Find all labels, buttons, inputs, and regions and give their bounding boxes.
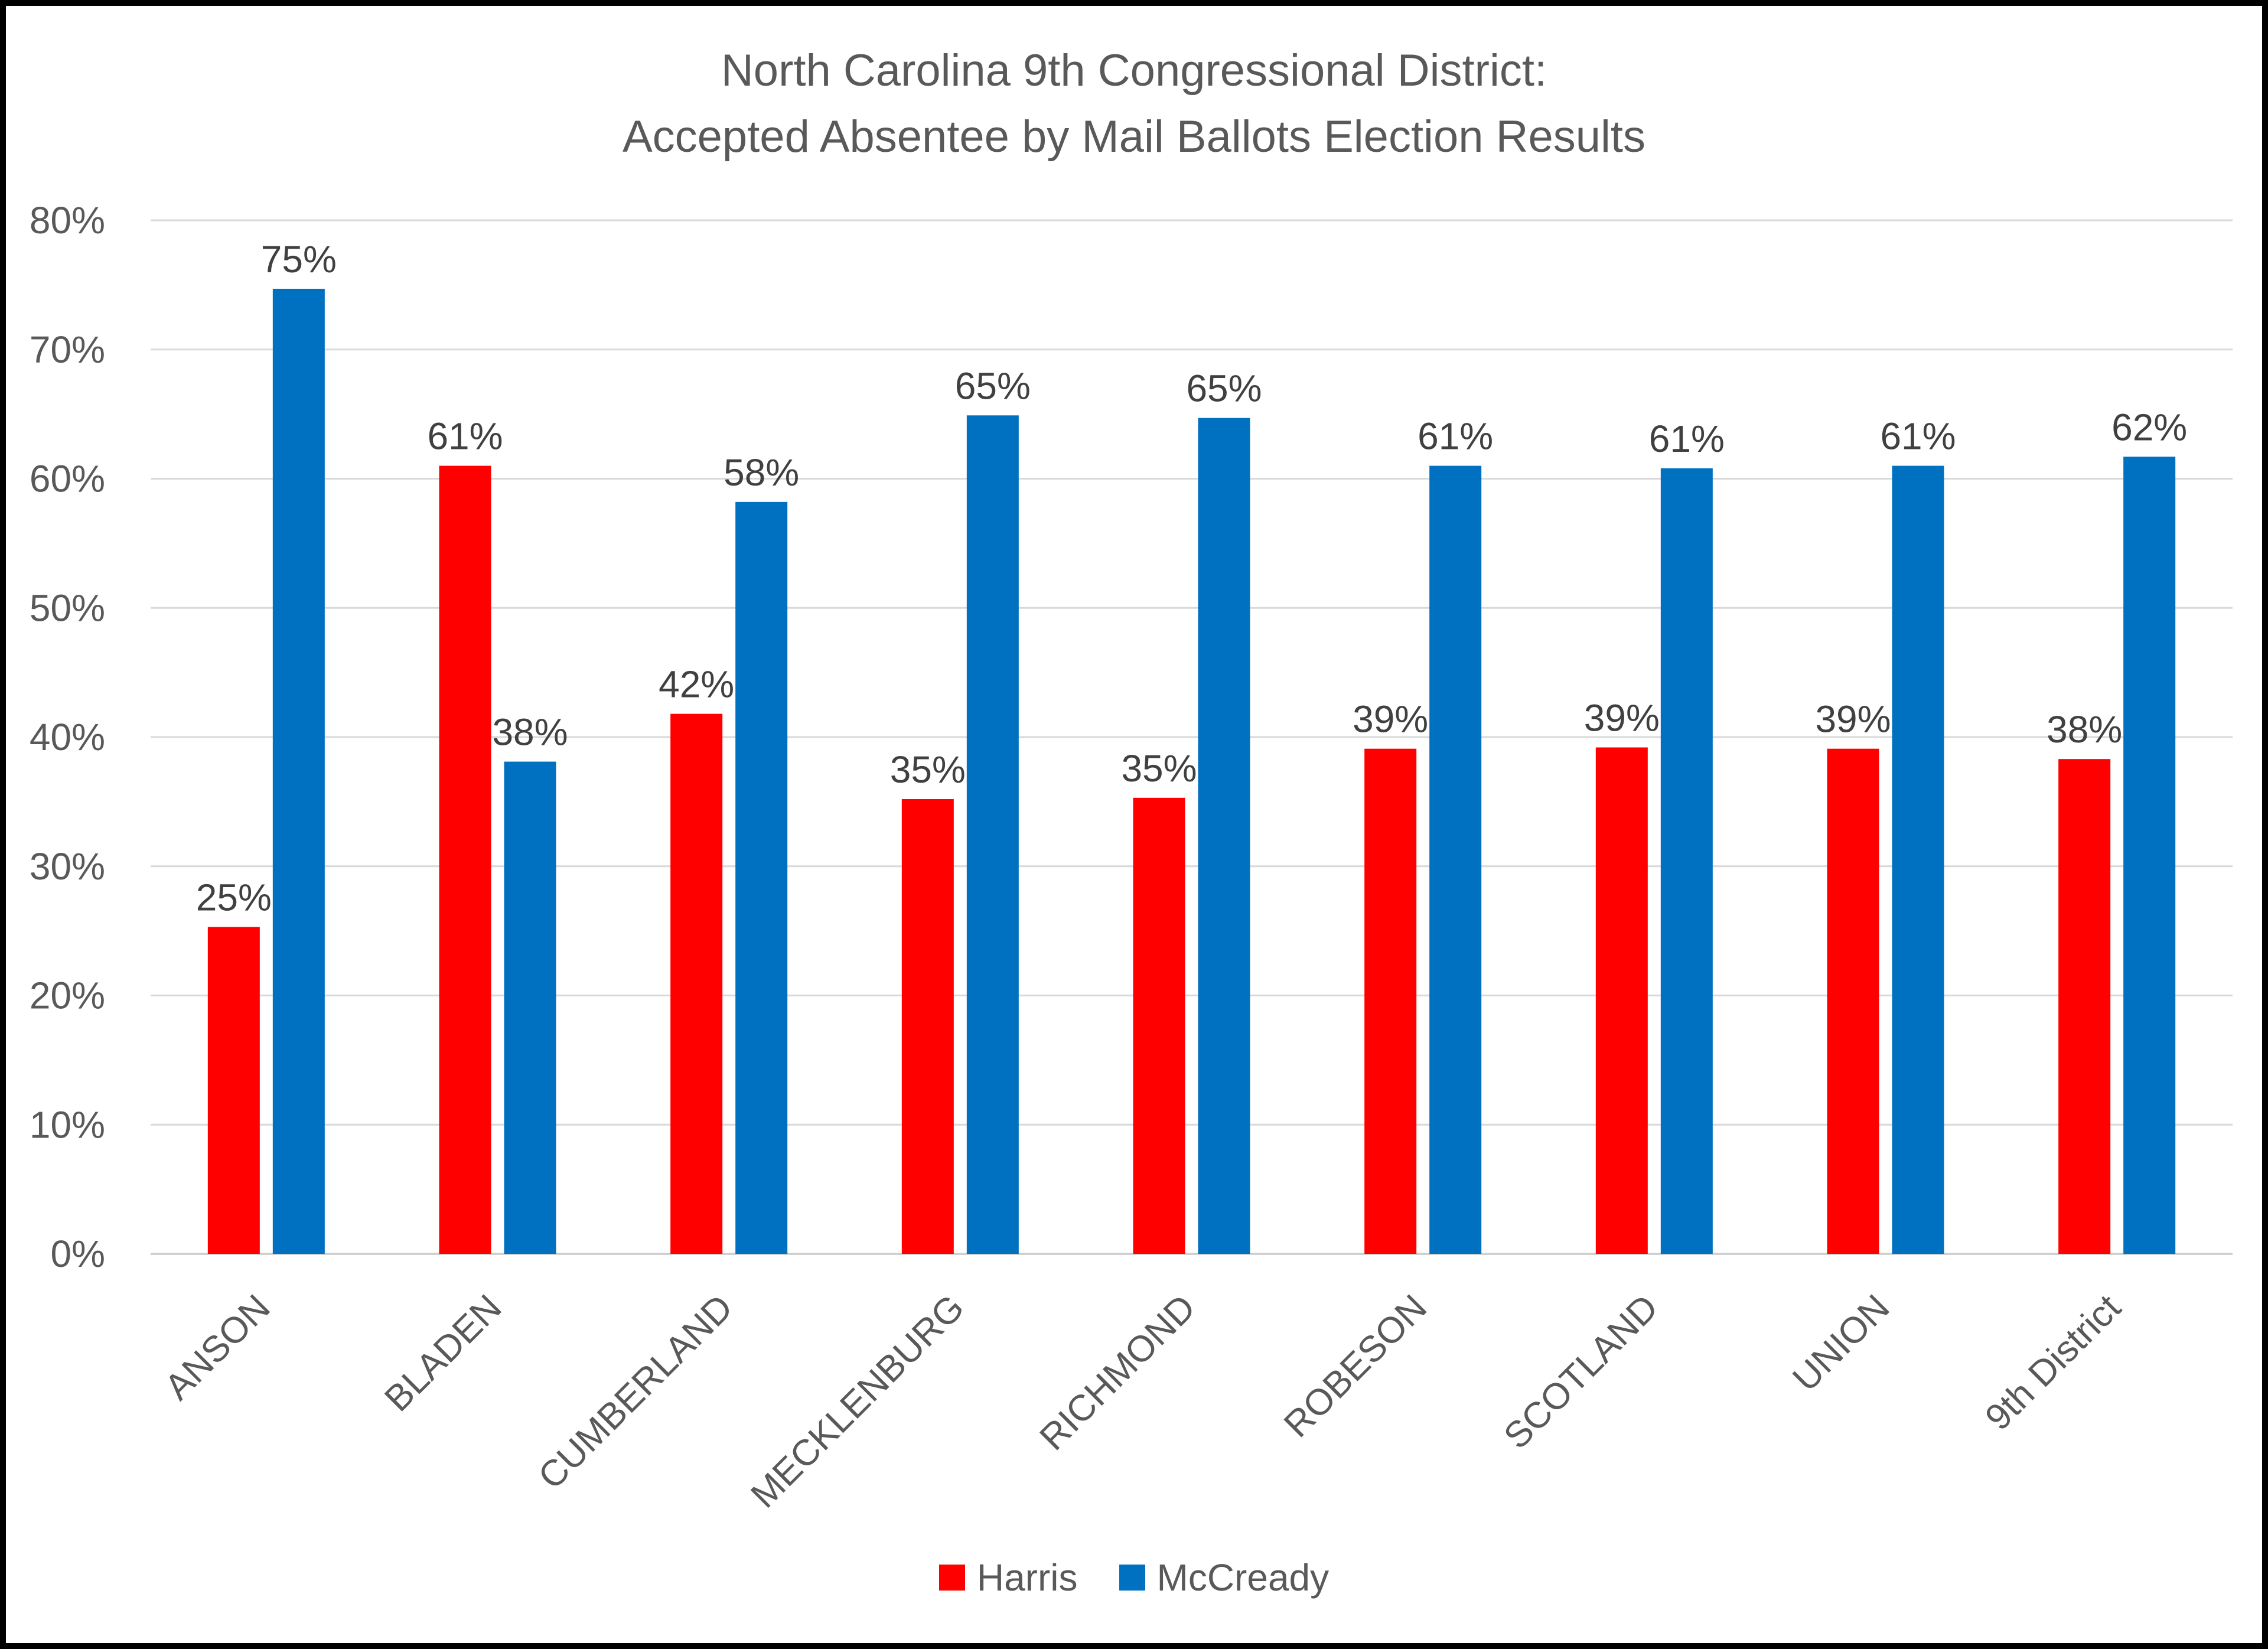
y-tick-label: 20%: [30, 975, 105, 1017]
data-label: 42%: [659, 663, 734, 706]
data-labels: 25% 75% 61% 38% 42% 58% 35% 65% 35% 65% 39% 61% 39% 6…: [196, 238, 2187, 919]
x-tick-label: ROBESON: [1276, 1287, 1435, 1445]
legend-item-mccready: McCready: [1119, 1556, 1329, 1599]
y-tick-label: 50%: [30, 586, 105, 629]
chart-title: North Carolina 9th Congressional Distric…: [721, 45, 1547, 96]
data-label: 65%: [1186, 367, 1262, 410]
y-tick-label: 10%: [30, 1103, 105, 1146]
legend-item-harris: Harris: [939, 1556, 1078, 1599]
x-tick-label: ANSON: [157, 1287, 278, 1408]
data-label: 62%: [2111, 406, 2187, 448]
legend-label-mccready: McCready: [1156, 1556, 1329, 1599]
data-label: 35%: [890, 748, 966, 791]
x-tick-label: MECKLENBURG: [743, 1287, 972, 1516]
x-tick-label: BLADEN: [377, 1287, 509, 1419]
legend-label-harris: Harris: [976, 1556, 1078, 1599]
bar-mccready-bladen: [504, 761, 556, 1254]
bar-mccready-9th-district: [2123, 457, 2176, 1254]
x-tick-label: 9th District: [1977, 1287, 2129, 1438]
bars: [207, 288, 2176, 1254]
data-label: 39%: [1584, 697, 1660, 739]
x-tick-label: SCOTLAND: [1496, 1287, 1666, 1457]
y-tick-label: 80%: [30, 199, 105, 242]
data-label: 38%: [492, 711, 568, 754]
bar-harris-richmond: [1133, 797, 1185, 1254]
chart-panel: North Carolina 9th Congressional Distric…: [6, 6, 2262, 1643]
bar-mccready-cumberland: [735, 501, 788, 1254]
data-label: 61%: [1649, 418, 1725, 460]
data-label: 61%: [1418, 415, 1493, 458]
x-tick-label: RICHMOND: [1032, 1287, 1203, 1458]
bar-harris-mecklenburg: [901, 799, 954, 1254]
data-label: 35%: [1121, 747, 1197, 790]
bar-harris-bladen: [439, 465, 491, 1254]
data-label: 61%: [1880, 415, 1956, 458]
x-tick-label: UNION: [1785, 1287, 1897, 1399]
legend-swatch-harris: [939, 1565, 965, 1591]
chart-subtitle: Accepted Absentee by Mail Ballots Electi…: [622, 112, 1646, 162]
y-tick-label: 60%: [30, 458, 105, 500]
legend-swatch-mccready: [1119, 1565, 1145, 1591]
data-label: 39%: [1815, 698, 1891, 741]
bar-harris-9th-district: [2058, 759, 2111, 1254]
bar-chart: 0% 10% 20% 30% 40% 50% 60% 70% 80% 25% 75% 61% 38% 4…: [30, 199, 2233, 1516]
bar-mccready-mecklenburg: [966, 415, 1019, 1254]
x-tick-label: CUMBERLAND: [530, 1287, 741, 1497]
data-label: 61%: [427, 415, 503, 458]
data-label: 25%: [196, 876, 272, 919]
bar-mccready-scotland: [1660, 468, 1713, 1254]
bar-mccready-robeson: [1429, 465, 1482, 1254]
x-axis-ticks: ANSON BLADEN CUMBERLAND MECKLENBURG RICHMOND…: [157, 1287, 2129, 1516]
y-axis-ticks: 0% 10% 20% 30% 40% 50% 60% 70% 80%: [30, 199, 105, 1275]
bar-harris-cumberland: [670, 713, 723, 1254]
data-label: 39%: [1353, 698, 1428, 741]
legend: Harris McCready: [6, 1556, 2262, 1599]
gridlines: [151, 219, 2233, 1255]
data-label: 75%: [261, 238, 337, 281]
bar-harris-union: [1827, 748, 1879, 1254]
bar-harris-scotland: [1595, 747, 1648, 1254]
bar-mccready-anson: [272, 288, 325, 1254]
bar-mccready-union: [1892, 465, 1944, 1254]
data-label: 58%: [724, 451, 799, 494]
y-tick-label: 70%: [30, 328, 105, 371]
data-label: 65%: [955, 364, 1031, 407]
y-tick-label: 0%: [51, 1233, 106, 1275]
bar-harris-anson: [207, 927, 260, 1254]
bar-mccready-richmond: [1198, 418, 1250, 1254]
data-label: 38%: [2047, 708, 2122, 751]
y-tick-label: 40%: [30, 716, 105, 758]
bar-harris-robeson: [1364, 748, 1417, 1254]
y-tick-label: 30%: [30, 845, 105, 888]
